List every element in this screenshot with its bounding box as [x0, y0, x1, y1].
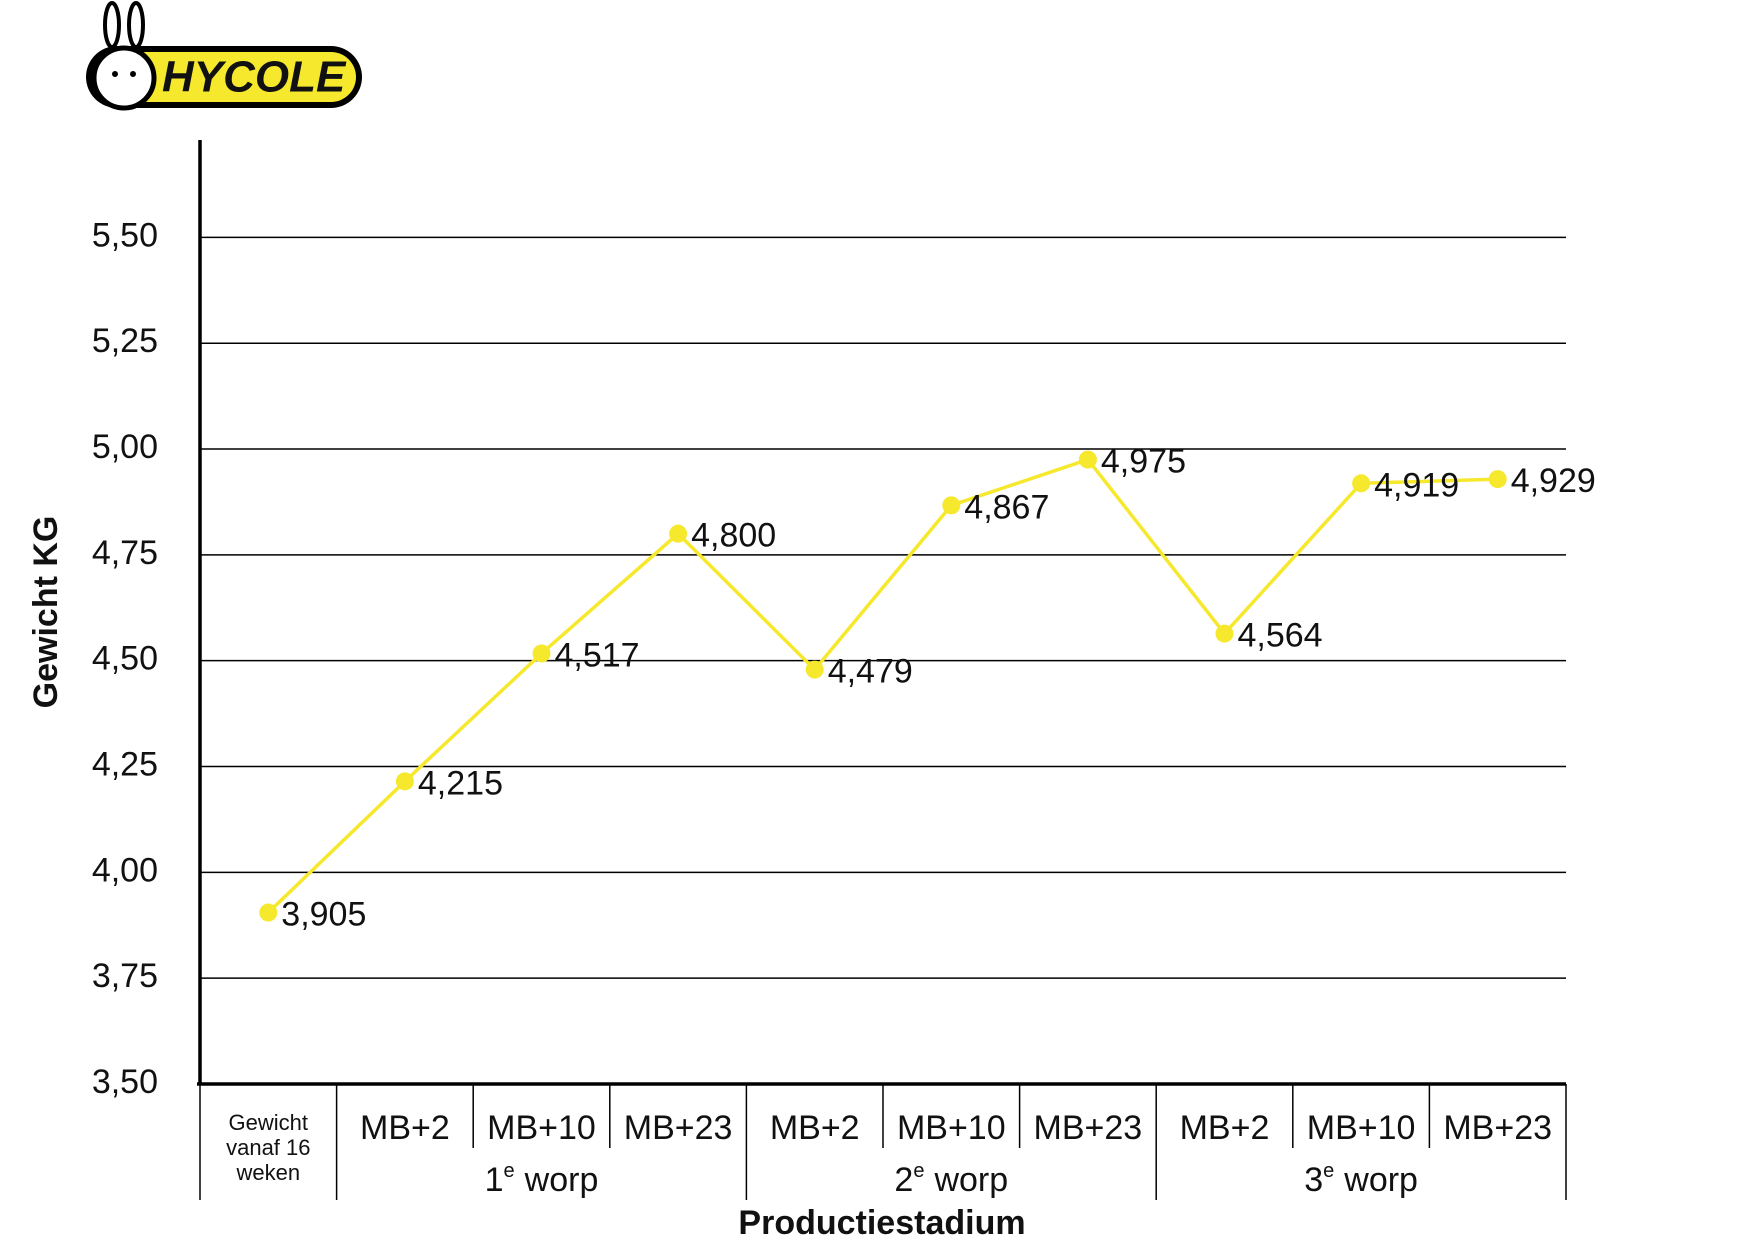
y-tick-label: 4,50 — [92, 640, 158, 678]
data-label: 4,867 — [964, 488, 1049, 526]
data-label: 4,215 — [418, 764, 503, 802]
logo-eye — [112, 71, 118, 77]
x-tick-label: MB+10 — [897, 1109, 1006, 1147]
logo-ear — [103, 1, 121, 49]
data-line — [267, 457, 1498, 914]
logo-text: HYCOLE — [162, 53, 347, 102]
group-sup: e — [504, 1160, 515, 1182]
group-sup: e — [913, 1160, 924, 1182]
data-point — [532, 644, 551, 663]
data-label: 4,517 — [555, 636, 640, 674]
data-label: 3,905 — [281, 896, 366, 934]
x-tick-label: MB+2 — [1180, 1109, 1270, 1147]
y-tick-label: 4,00 — [92, 851, 158, 889]
x-tick-label: MB+23 — [624, 1109, 733, 1147]
data-point — [1078, 450, 1097, 469]
data-label: 4,479 — [828, 653, 913, 691]
logo: HYCOLE — [86, 1, 362, 111]
data-point — [1215, 624, 1234, 643]
data-point — [669, 524, 688, 543]
data-label: 4,919 — [1374, 466, 1459, 504]
group-word: worp — [524, 1161, 599, 1199]
logo-body — [92, 52, 356, 102]
x-tick-label: MB+23 — [1034, 1109, 1143, 1147]
x-axis-title: Productiestadium — [738, 1204, 1025, 1240]
group-sup: e — [1323, 1160, 1334, 1182]
group-word: worp — [933, 1161, 1008, 1199]
y-axis-title: Gewicht KG — [27, 516, 65, 709]
group-label: 2e worp — [894, 1160, 1008, 1199]
x-tick-label: MB+2 — [770, 1109, 860, 1147]
data-point — [1352, 474, 1371, 493]
y-tick-label: 5,25 — [92, 322, 158, 360]
y-tick-label: 3,75 — [92, 957, 158, 995]
group-number: 3 — [1304, 1161, 1323, 1199]
logo-head — [91, 45, 157, 111]
data-point — [395, 772, 414, 791]
group-number: 2 — [894, 1161, 913, 1199]
group-number: 1 — [485, 1161, 504, 1199]
x-tick-label: MB+10 — [1307, 1109, 1416, 1147]
y-tick-label: 3,50 — [92, 1063, 158, 1101]
data-point — [942, 496, 961, 515]
y-tick-label: 4,25 — [92, 745, 158, 783]
x-tick-label: MB+23 — [1443, 1109, 1552, 1147]
y-tick-label: 5,50 — [92, 216, 158, 254]
data-label: 4,564 — [1238, 617, 1323, 655]
data-point — [259, 903, 278, 922]
data-label: 4,800 — [691, 517, 776, 555]
data-point — [805, 660, 824, 679]
x-tick-label: Gewicht vanaf 16 weken — [226, 1110, 311, 1185]
group-word: worp — [1343, 1161, 1418, 1199]
group-label: 1e worp — [485, 1160, 599, 1199]
y-tick-label: 4,75 — [92, 534, 158, 572]
logo-eye — [130, 71, 136, 77]
group-label: 3e worp — [1304, 1160, 1418, 1199]
data-label: 4,975 — [1101, 443, 1186, 481]
data-label: 4,929 — [1511, 462, 1596, 500]
logo-ear — [127, 1, 145, 49]
x-tick-label: MB+10 — [487, 1109, 596, 1147]
y-tick-label: 5,00 — [92, 428, 158, 466]
x-tick-label: MB+2 — [360, 1109, 450, 1147]
data-point — [1488, 470, 1507, 489]
